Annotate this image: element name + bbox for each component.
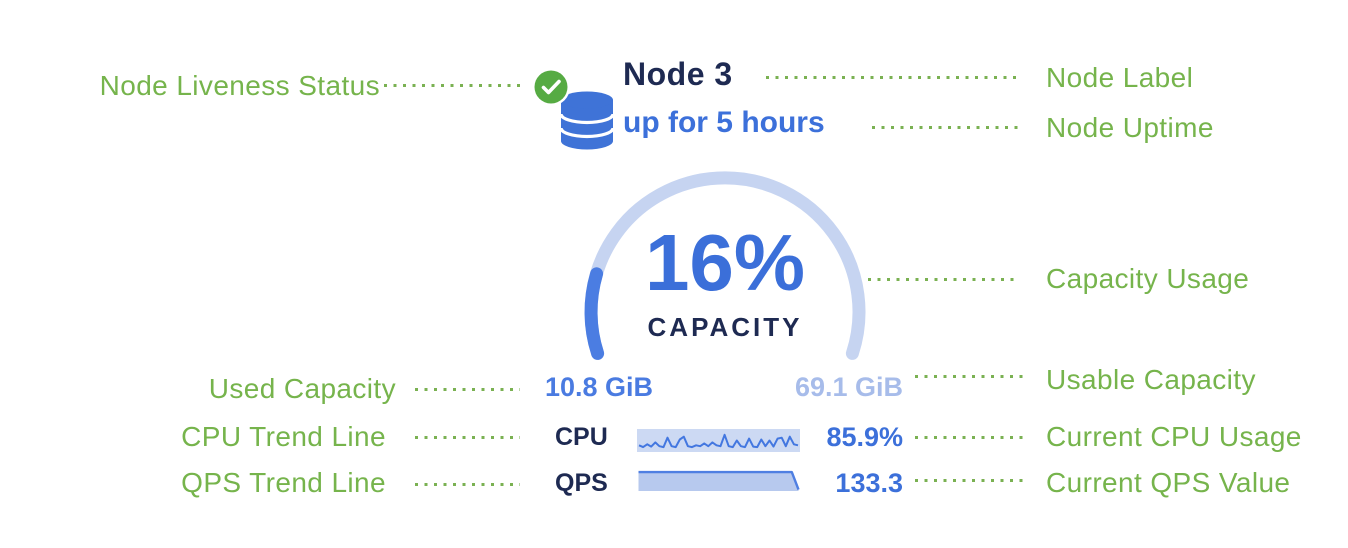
annotation-capacity-usage: Capacity Usage [1046, 263, 1250, 294]
annotation-used-capacity: Used Capacity [208, 373, 396, 404]
annotation-cpu-trend-line: CPU Trend Line [181, 421, 386, 452]
qps-area-path [638, 472, 799, 491]
annotation-current-qps-value: Current QPS Value [1046, 467, 1291, 498]
leader-current-qps-value [915, 479, 1025, 482]
cpu-trend-polyline [638, 433, 799, 449]
usable-capacity-value: 69.1 GiB [794, 372, 903, 402]
used-capacity-value: 10.8 GiB [545, 372, 654, 402]
cpu-value: 85.9% [826, 422, 903, 452]
leader-node-liveness [384, 84, 520, 87]
qps-value: 133.3 [835, 468, 903, 498]
annotation-node-uptime: Node Uptime [1046, 112, 1214, 143]
node-title: Node 3 [623, 56, 733, 92]
leader-node-uptime [872, 126, 1018, 129]
leader-current-cpu-usage [915, 436, 1025, 439]
annotation-node-label: Node Label [1046, 62, 1194, 93]
annotation-usable-capacity: Usable Capacity [1046, 364, 1256, 395]
cpu-label: CPU [555, 423, 608, 451]
gauge-value-arc [584, 267, 605, 360]
leader-node-label [766, 76, 1018, 79]
cpu-sparkline [637, 429, 800, 452]
capacity-caption: CAPACITY [647, 312, 803, 342]
database-icon [560, 91, 614, 150]
qps-sparkline [638, 470, 800, 491]
qps-label: QPS [555, 469, 608, 497]
liveness-check-icon [532, 68, 570, 106]
annotation-node-liveness-status: Node Liveness Status [99, 70, 380, 101]
leader-cpu-trend [415, 436, 520, 439]
leader-qps-trend [415, 483, 520, 486]
qps-trend-polyline [638, 470, 800, 491]
annotation-current-cpu-usage: Current CPU Usage [1046, 421, 1302, 452]
leader-capacity-usage [868, 278, 1018, 281]
leader-usable-capacity [915, 375, 1025, 378]
capacity-gauge [584, 171, 866, 360]
annotation-qps-trend-line: QPS Trend Line [181, 467, 386, 498]
node-uptime: up for 5 hours [623, 106, 825, 139]
leader-used-capacity [415, 388, 520, 391]
capacity-percent: 16% [644, 218, 806, 307]
